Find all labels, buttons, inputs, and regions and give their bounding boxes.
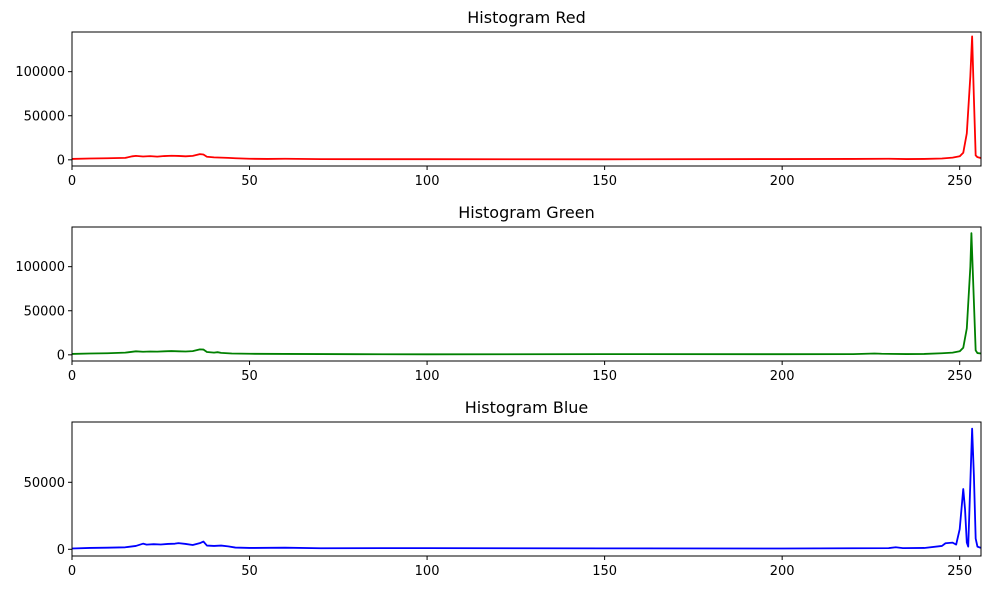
x-tick-label-blue-250: 250 <box>947 564 972 579</box>
x-tick-label-blue-100: 100 <box>415 564 440 579</box>
plot-frame-red <box>71 31 982 167</box>
subplot-blue: Histogram Blue 0 50 100 150 200 250 0 50000 <box>24 398 982 579</box>
x-tick-label-red-150: 150 <box>592 174 617 189</box>
series-line-green <box>72 232 981 356</box>
x-tick-label-red-100: 100 <box>415 174 440 189</box>
plot-frame-green <box>71 226 982 362</box>
x-tick-label-blue-200: 200 <box>770 564 795 579</box>
chart-title-green: Histogram Green <box>458 203 595 222</box>
y-tick-label-green-100000: 100000 <box>15 260 65 275</box>
y-tick-label-blue-0: 0 <box>57 543 65 558</box>
y-tick-label-green-50000: 50000 <box>24 304 65 319</box>
x-tick-label-red-0: 0 <box>68 174 76 189</box>
y-tick-label-red-0: 0 <box>57 153 65 168</box>
x-tick-label-red-250: 250 <box>947 174 972 189</box>
y-tick-label-blue-50000: 50000 <box>24 476 65 491</box>
x-tick-label-green-50: 50 <box>241 369 258 384</box>
x-tick-label-red-200: 200 <box>770 174 795 189</box>
subplot-red: Histogram Red 0 50 100 150 200 250 0 50000 100000 <box>15 8 982 189</box>
chart-title-blue: Histogram Blue <box>465 398 589 417</box>
x-tick-label-blue-50: 50 <box>241 564 258 579</box>
series-line-blue <box>72 427 981 550</box>
y-tick-label-red-100000: 100000 <box>15 65 65 80</box>
x-tick-label-red-50: 50 <box>241 174 258 189</box>
x-tick-label-green-200: 200 <box>770 369 795 384</box>
series-line-red <box>72 35 981 161</box>
x-tick-label-green-100: 100 <box>415 369 440 384</box>
x-tick-label-blue-150: 150 <box>592 564 617 579</box>
plot-frame-blue <box>71 421 982 557</box>
x-tick-label-blue-0: 0 <box>68 564 76 579</box>
y-tick-label-green-0: 0 <box>57 348 65 363</box>
chart-title-red: Histogram Red <box>467 8 585 27</box>
x-tick-label-green-250: 250 <box>947 369 972 384</box>
subplot-green: Histogram Green 0 50 100 150 200 250 0 50000 1000… <box>15 203 982 384</box>
x-tick-label-green-150: 150 <box>592 369 617 384</box>
x-tick-label-green-0: 0 <box>68 369 76 384</box>
y-tick-label-red-50000: 50000 <box>24 109 65 124</box>
